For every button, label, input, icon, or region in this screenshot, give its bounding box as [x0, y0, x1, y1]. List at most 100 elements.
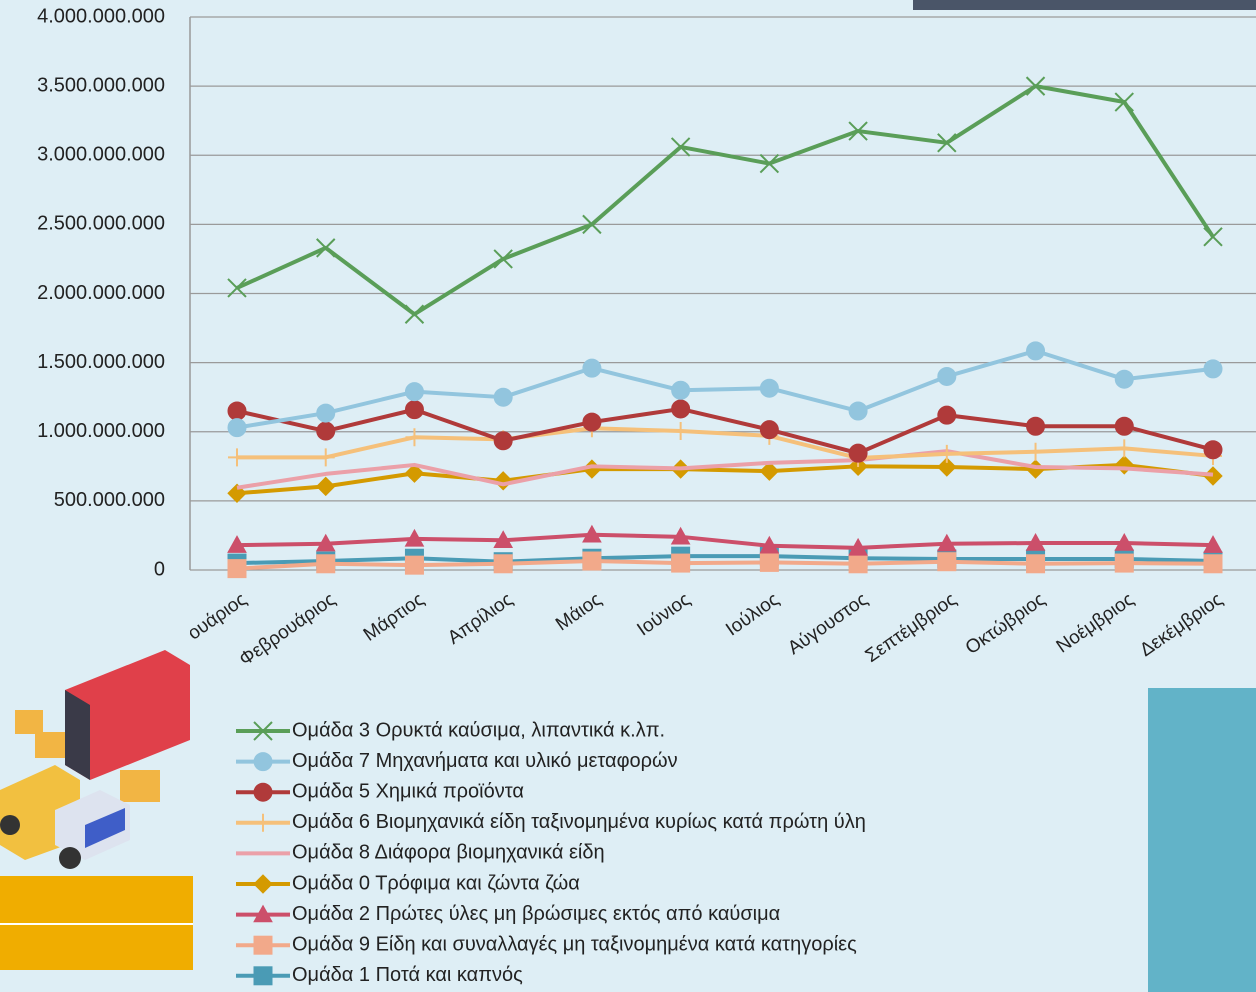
box: [15, 710, 43, 734]
point: [227, 535, 247, 553]
x-tick-label: Απρίλιος: [444, 589, 517, 649]
x-tick-label: Ιούλιος: [722, 589, 783, 640]
point: [404, 304, 425, 324]
point: [1114, 533, 1135, 551]
point: [316, 238, 336, 258]
container: [65, 650, 190, 780]
y-tick-label: 500.000.000: [54, 489, 165, 511]
series: [227, 455, 1223, 503]
series-line: [236, 84, 1215, 317]
series: [227, 76, 1223, 324]
point: [1026, 442, 1045, 461]
point: [759, 378, 779, 398]
point: [1203, 535, 1223, 553]
legend-marker: [253, 752, 273, 772]
point: [759, 535, 780, 554]
series-line: [236, 348, 1214, 430]
legend-marker: [253, 935, 273, 955]
point: [1026, 416, 1046, 436]
legend-label: Ομάδα 2 Πρώτες ύλες μη βρώσιμες εκτός απ…: [292, 903, 780, 925]
point: [1026, 341, 1046, 361]
point: [227, 559, 247, 579]
series-line: [236, 449, 1214, 490]
point: [671, 380, 691, 400]
point: [316, 554, 336, 574]
point: [227, 278, 247, 298]
legend-label: Ομάδα 6 Βιομηχανικά είδη ταξινομημένα κυ…: [292, 811, 866, 833]
x-tick-label: Μάρτιος: [360, 589, 428, 646]
point: [404, 463, 425, 483]
series: [227, 341, 1223, 438]
point: [670, 137, 691, 157]
x-tick-label: Ιούνιος: [633, 589, 694, 640]
point: [582, 524, 602, 543]
legend-label: Ομάδα 9 Είδη και συναλλαγές μη ταξινομημ…: [292, 933, 857, 955]
point: [1114, 416, 1134, 436]
point: [671, 399, 691, 419]
legend-label: Ομάδα 5 Χημικά προϊόντα: [292, 780, 524, 802]
series: [227, 399, 1223, 463]
point: [1025, 76, 1046, 96]
point: [937, 457, 957, 477]
series-line: [236, 532, 1214, 550]
x-tick-label: Φεβρουάριος: [236, 589, 340, 670]
truck-window: [85, 808, 125, 848]
illustration: [0, 610, 193, 970]
point: [404, 555, 424, 575]
point: [670, 526, 691, 545]
point: [1114, 553, 1134, 573]
point: [1203, 359, 1223, 379]
x-tick-label: Σεπτέμβριος: [862, 589, 961, 667]
point: [848, 537, 868, 556]
x-tick-label: Αύγουστος: [784, 589, 872, 659]
y-tick-label: 3.000.000.000: [37, 144, 165, 166]
legend-label: Ομάδα 8 Διάφορα βιομηχανικά είδη: [292, 842, 605, 864]
point: [316, 476, 336, 497]
legend-item: Ομάδα 2 Πρώτες ύλες μη βρώσιμες εκτός απ…: [236, 903, 780, 925]
box: [35, 732, 65, 758]
point: [316, 421, 336, 441]
point: [227, 401, 247, 421]
legend-item: Ομάδα 6 Βιομηχανικά είδη ταξινομημένα κυ…: [236, 811, 866, 833]
point: [404, 528, 425, 547]
series-line: [236, 406, 1214, 456]
point: [1115, 439, 1134, 458]
x-tick-label: Δεκέμβριος: [1136, 589, 1226, 661]
point: [405, 428, 424, 447]
point: [404, 382, 424, 402]
legend-item: Ομάδα 8 Διάφορα βιομηχανικά είδη: [236, 842, 605, 864]
point: [848, 121, 868, 141]
point: [493, 387, 513, 407]
y-tick-label: 0: [154, 558, 165, 580]
legend-label: Ομάδα 7 Μηχανήματα και υλικό μεταφορών: [292, 750, 678, 772]
point: [404, 400, 424, 420]
x-tick-label: Νοέμβριος: [1053, 589, 1138, 657]
wheel: [59, 847, 81, 869]
series: [227, 524, 1223, 556]
point: [582, 551, 602, 571]
point: [315, 533, 336, 552]
legend-item: Ομάδα 5 Χημικά προϊόντα: [236, 780, 524, 802]
legend-marker: [253, 721, 273, 741]
point: [1114, 369, 1134, 389]
point: [582, 412, 602, 432]
legend-marker: [253, 904, 273, 923]
series: [236, 449, 1214, 490]
series-line: [237, 426, 1214, 461]
point: [937, 552, 957, 572]
legend-label: Ομάδα 3 Ορυκτά καύσιμα, λιπαντικά κ.λπ.: [292, 719, 665, 741]
point: [937, 133, 957, 153]
point: [1114, 455, 1134, 475]
x-tick-label: Μάιος: [552, 589, 606, 635]
legend-item: Ομάδα 0 Τρόφιμα και ζώντα ζώα: [236, 872, 580, 894]
box: [120, 770, 160, 802]
legend-marker: [253, 966, 273, 986]
point: [848, 554, 868, 574]
legend-label: Ομάδα 0 Τρόφιμα και ζώντα ζώα: [292, 872, 580, 894]
point: [582, 214, 602, 235]
point: [493, 431, 513, 451]
point: [1203, 440, 1223, 460]
series-line: [236, 559, 1214, 571]
point: [228, 448, 246, 467]
